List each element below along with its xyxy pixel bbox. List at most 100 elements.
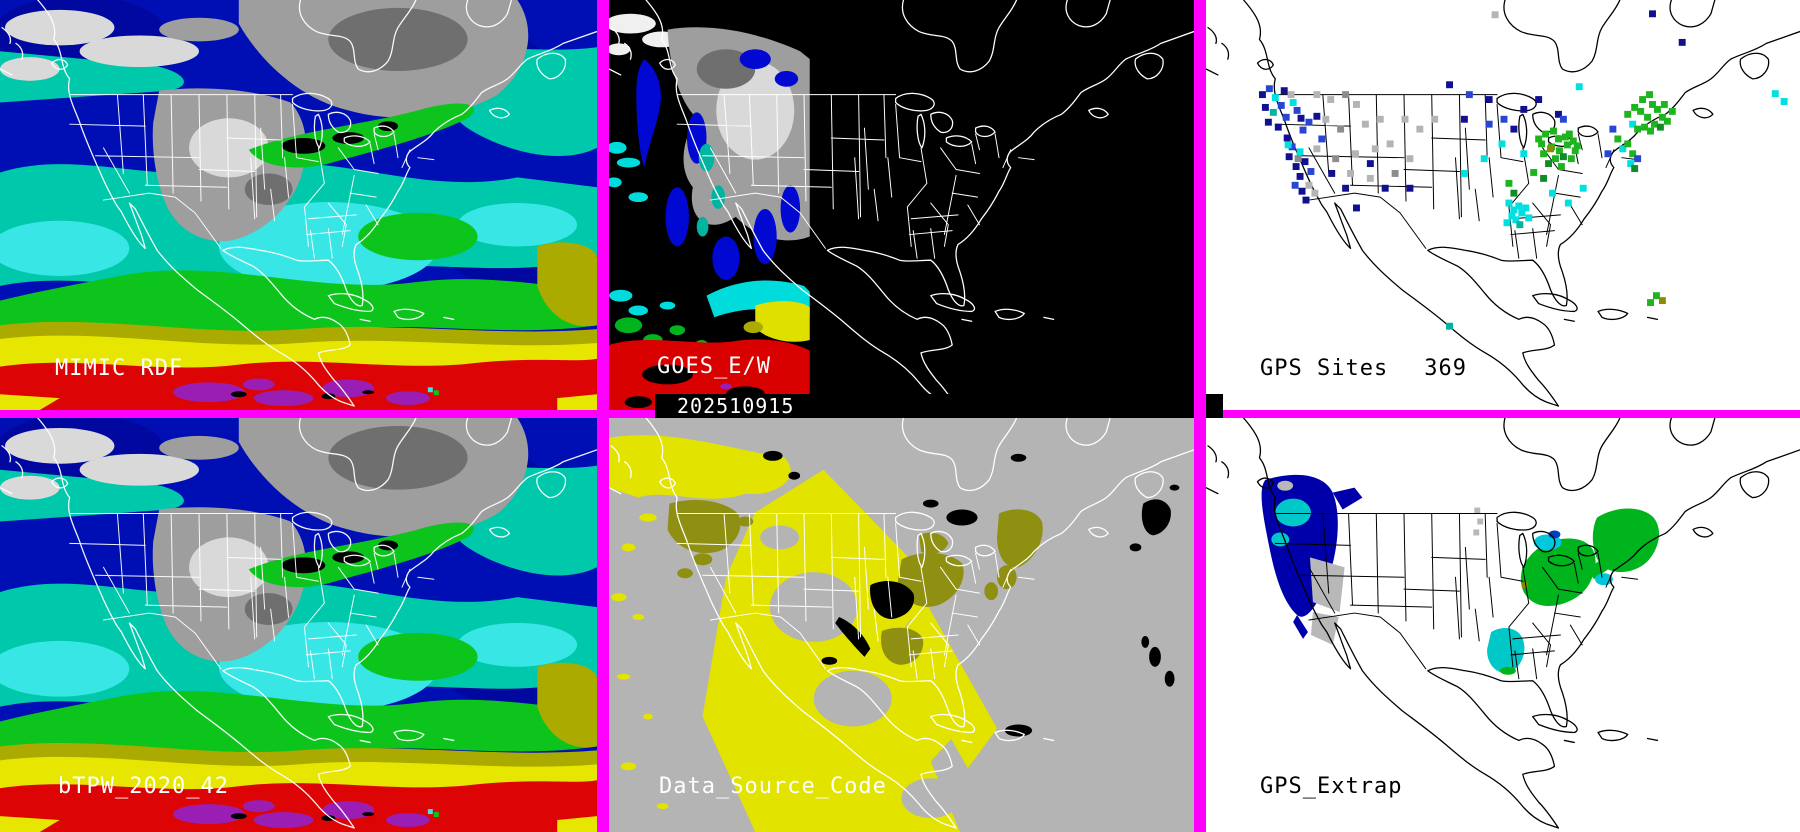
gps-site-dot: [1485, 120, 1493, 128]
gps-site-dot: [1337, 125, 1345, 133]
gps-site-dot: [1515, 202, 1523, 210]
gps-site-dot: [1678, 38, 1686, 46]
gps-site-dot: [1299, 126, 1307, 134]
gps-site-dot: [1639, 96, 1647, 103]
gps-site-dot: [1258, 91, 1266, 99]
gps-site-dot: [1559, 153, 1567, 161]
gps-site-dot: [1342, 91, 1350, 99]
gps-site-dot: [1342, 184, 1350, 192]
panel-gps-extrap: GPS_Extrap: [1206, 418, 1800, 832]
gps-site-dot: [1294, 155, 1302, 163]
gps-site-dot: [1634, 125, 1642, 133]
gps-site-dot: [1274, 123, 1282, 131]
gps-site-dot: [1265, 85, 1273, 93]
gps-site-dot: [1550, 127, 1557, 135]
gps-site-dot: [1575, 83, 1583, 91]
gps-site-dot: [1284, 141, 1292, 149]
gps-site-dot: [1305, 181, 1313, 189]
gps-site-dot: [1297, 114, 1305, 122]
gps-site-dot: [1283, 134, 1291, 142]
gps-site-dot: [1545, 160, 1553, 168]
gps-site-dot: [1313, 145, 1321, 153]
gps-site-dot: [1386, 140, 1394, 148]
gps-site-dot: [1376, 115, 1384, 123]
gps-site-dot: [1564, 199, 1572, 207]
gps-site-dot: [1302, 196, 1310, 204]
gps-sites-label: GPS Sites 369: [1260, 356, 1467, 381]
panel-mimic-rdf: MIMIC RDF: [0, 0, 597, 410]
gps-site-dot: [1318, 135, 1326, 143]
gps-sites-map: [1206, 0, 1800, 410]
gps-site-dot: [1307, 168, 1315, 175]
gps-site-dot: [1540, 150, 1548, 158]
gps-site-dot: [1631, 103, 1639, 111]
gps-site-dot: [1634, 155, 1642, 163]
gps-site-dot: [1649, 101, 1656, 108]
gps-site-dot: [1771, 90, 1779, 98]
gps-site-dot: [1361, 120, 1369, 128]
gps-site-dot: [1327, 96, 1335, 103]
gps-site-dot: [1555, 147, 1563, 155]
gps-site-dot: [1271, 94, 1279, 102]
mimic-rdf-label: MIMIC RDF: [55, 356, 184, 381]
gps-site-dot: [1547, 145, 1554, 153]
gps-site-dot: [1313, 112, 1321, 120]
gps-site-dot: [1542, 130, 1550, 138]
panel-btpw: bTPW_2020_42: [0, 418, 597, 832]
gps-site-dot: [1629, 120, 1637, 128]
gps-site-dot: [1549, 189, 1556, 197]
gps-site-dot: [1282, 113, 1290, 121]
gps-site-dot: [1505, 199, 1513, 207]
gps-site-dot: [1446, 81, 1454, 89]
goes-timestamp: 202510915: [677, 394, 795, 418]
gps-site-dot: [1289, 99, 1297, 106]
panel-gps-sites: GPS Sites 369: [1206, 0, 1800, 410]
gps-site-dot: [1371, 145, 1379, 153]
data-source-label: Data_Source_Code: [659, 774, 887, 799]
gps-site-dot: [1285, 153, 1293, 161]
gps-site-dot: [1780, 98, 1788, 105]
gps-site-dots: [1258, 10, 1788, 330]
gps-site-dot: [1567, 155, 1575, 163]
gps-site-dot: [1569, 137, 1577, 145]
gps-site-dot: [1656, 123, 1664, 131]
gps-site-dot: [1538, 140, 1546, 148]
gps-site-dot: [1627, 160, 1635, 168]
gps-site-dot: [1465, 91, 1473, 99]
frame-vertical-border-right: [1194, 0, 1206, 832]
gps-site-dot: [1287, 91, 1295, 99]
gps-site-dot: [1518, 209, 1526, 217]
gps-site-dot: [1293, 106, 1301, 114]
gps-site-dot: [1641, 123, 1649, 131]
gps-site-dot: [1305, 118, 1313, 126]
goes-map: [609, 0, 1194, 410]
gps-site-dot: [1520, 105, 1528, 113]
gps-site-dot: [1301, 158, 1309, 166]
gps-site-dot: [1652, 292, 1660, 300]
gps-extrap-label: GPS_Extrap: [1260, 774, 1403, 799]
gps-site-dot: [1510, 125, 1518, 133]
gps-site-dot: [1406, 155, 1414, 163]
gps-site-dot: [1347, 170, 1355, 177]
gps-site-dot: [1663, 117, 1671, 125]
gps-site-dot: [1298, 187, 1306, 195]
gps-site-dot: [1554, 135, 1562, 143]
gps-site-dot: [1525, 214, 1533, 222]
gps-site-dot: [1313, 91, 1321, 99]
gps-site-dot: [1554, 110, 1562, 118]
goes-timestamp-bar: 202510915: [655, 394, 1223, 418]
gps-site-dot: [1311, 189, 1319, 197]
panel-goes: GOES_E/W: [609, 0, 1194, 410]
gps-site-dot: [1352, 150, 1359, 158]
gps-site-dot: [1292, 163, 1300, 171]
gps-site-dot: [1571, 147, 1579, 155]
gps-site-dot: [1353, 101, 1360, 108]
gps-site-dot: [1431, 115, 1439, 123]
gps-extrap-map: [1206, 418, 1800, 832]
gps-site-dot: [1647, 127, 1654, 135]
gps-site-dot: [1460, 115, 1468, 123]
gps-sites-label-text: GPS Sites: [1260, 356, 1389, 381]
gps-site-dot: [1366, 174, 1374, 182]
gps-site-dot: [1579, 184, 1587, 192]
